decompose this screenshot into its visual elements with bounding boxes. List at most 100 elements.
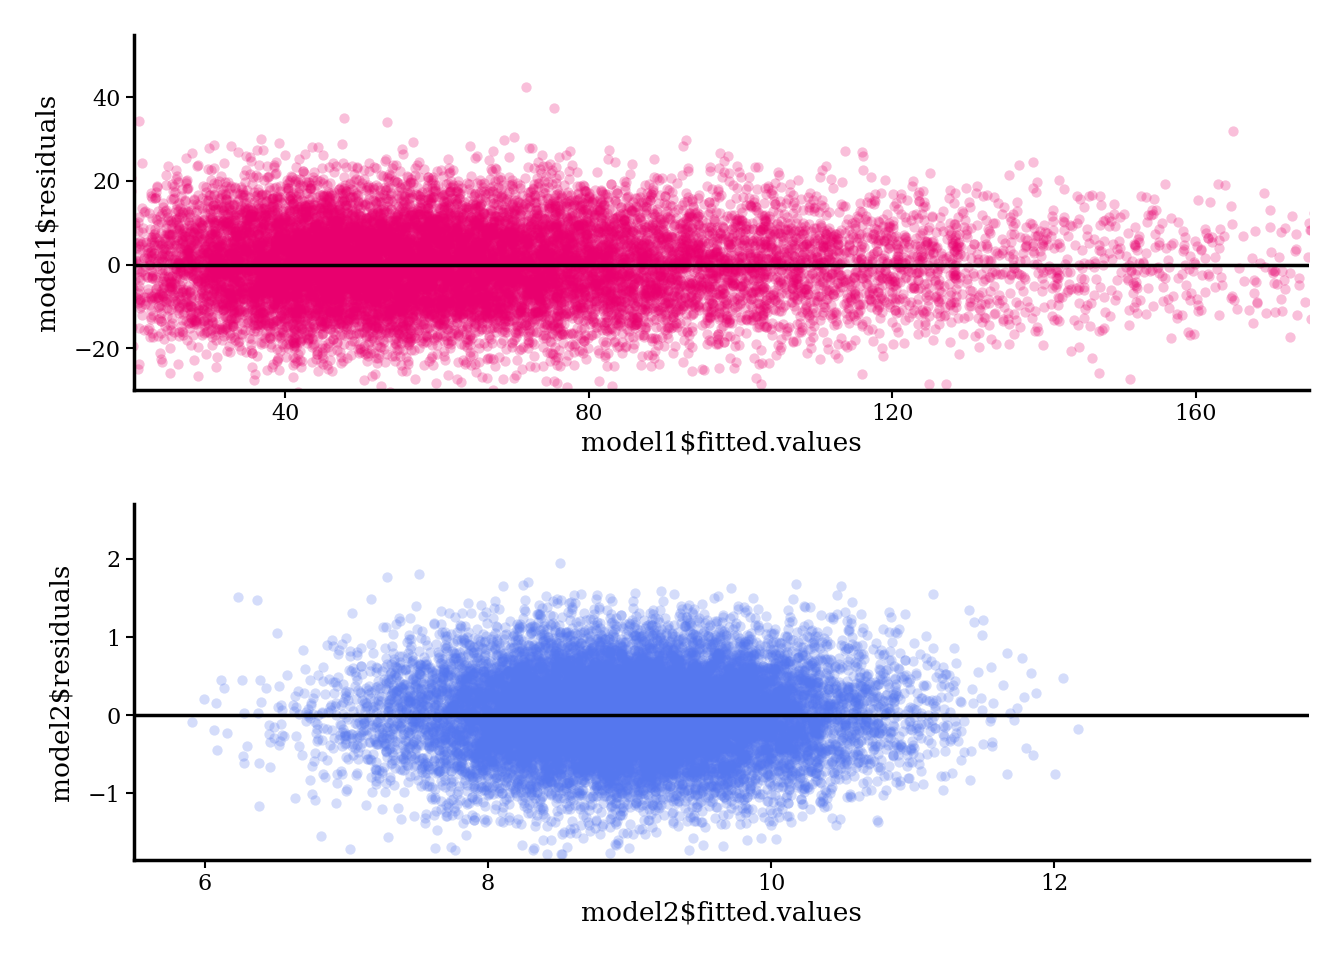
Point (284, 355, 305, 371)
Point (500, 732, 521, 748)
Point (590, 697, 612, 712)
Point (266, 236, 288, 252)
Point (312, 312, 333, 327)
Point (241, 262, 262, 277)
Point (738, 694, 759, 709)
Point (660, 752, 681, 767)
Point (607, 690, 629, 706)
Point (747, 660, 769, 675)
Point (430, 302, 452, 318)
Point (649, 654, 671, 669)
Point (472, 640, 493, 656)
Point (603, 773, 625, 788)
Point (626, 703, 648, 718)
Point (530, 302, 551, 318)
Point (507, 236, 528, 252)
Point (507, 323, 528, 338)
Point (214, 265, 235, 280)
Point (469, 230, 491, 246)
Point (519, 669, 540, 684)
Point (267, 252, 289, 268)
Point (501, 196, 523, 211)
Point (724, 252, 746, 267)
Point (429, 307, 450, 323)
Point (243, 303, 265, 319)
Point (383, 225, 405, 240)
Point (594, 729, 616, 744)
Point (685, 635, 707, 650)
Point (683, 665, 704, 681)
Point (660, 689, 681, 705)
Point (684, 697, 706, 712)
Point (793, 726, 814, 741)
Point (616, 725, 637, 740)
Point (607, 772, 629, 787)
Point (347, 264, 368, 279)
Point (589, 236, 610, 252)
Point (409, 195, 430, 210)
Point (930, 246, 952, 261)
Point (598, 776, 620, 791)
Point (399, 768, 421, 783)
Point (292, 225, 313, 240)
Point (742, 681, 763, 696)
Point (589, 693, 610, 708)
Point (395, 241, 417, 256)
Point (681, 305, 703, 321)
Point (792, 304, 813, 320)
Point (1253, 185, 1274, 201)
Point (247, 222, 269, 237)
Point (685, 260, 707, 276)
Point (575, 735, 597, 751)
Point (719, 316, 741, 331)
Point (653, 710, 675, 726)
Point (376, 829, 398, 845)
Point (548, 743, 570, 758)
Point (347, 159, 368, 175)
Point (586, 730, 607, 745)
Point (722, 662, 743, 678)
Point (333, 169, 355, 184)
Point (1090, 188, 1111, 204)
Point (708, 263, 730, 278)
Point (485, 716, 507, 732)
Point (699, 767, 720, 782)
Point (476, 656, 497, 671)
Point (599, 685, 621, 701)
Point (583, 719, 605, 734)
Point (634, 633, 656, 648)
Point (370, 272, 391, 287)
Point (741, 721, 762, 736)
Point (1160, 238, 1181, 253)
Point (657, 721, 679, 736)
Point (383, 291, 405, 306)
Point (941, 732, 962, 747)
Point (625, 744, 646, 759)
Point (323, 269, 344, 284)
Point (577, 694, 598, 709)
Point (276, 213, 297, 228)
Point (751, 222, 773, 237)
Point (403, 213, 425, 228)
Point (626, 683, 648, 698)
Point (351, 727, 372, 742)
Point (868, 725, 890, 740)
Point (341, 731, 363, 746)
Point (411, 751, 433, 766)
Point (493, 269, 515, 284)
Point (245, 301, 266, 317)
Point (563, 706, 585, 721)
Point (762, 287, 784, 302)
Point (601, 661, 622, 677)
Point (487, 259, 508, 275)
Point (247, 278, 269, 294)
Point (478, 228, 500, 244)
Point (616, 749, 637, 764)
Point (363, 215, 384, 230)
Point (337, 306, 359, 322)
Point (482, 214, 504, 229)
Point (234, 218, 255, 233)
Point (547, 678, 569, 693)
Point (650, 230, 672, 246)
Point (747, 723, 769, 738)
